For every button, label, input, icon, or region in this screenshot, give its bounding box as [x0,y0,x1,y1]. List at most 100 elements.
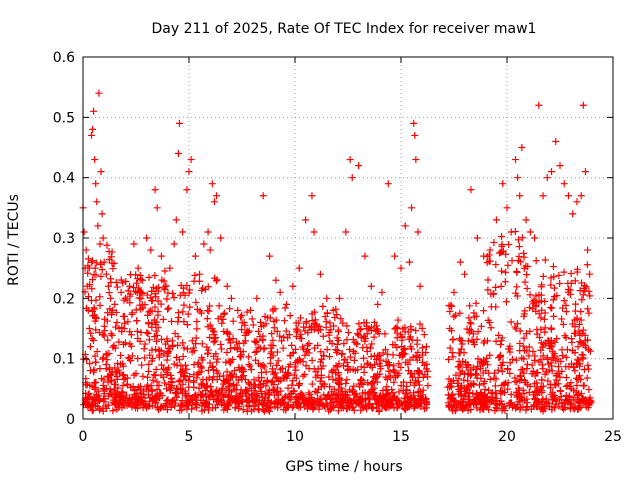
data-point [317,348,325,356]
data-point [180,301,188,309]
data-point [148,346,156,354]
data-point [296,355,304,363]
data-point [192,334,200,342]
data-point [270,324,278,332]
data-point [296,334,304,342]
data-point [164,396,172,404]
data-point [452,371,460,379]
data-point [404,401,412,409]
data-point [246,306,254,314]
data-point [275,377,283,385]
data-point [145,308,153,316]
data-point [299,391,307,399]
data-point [384,180,392,188]
data-point [284,401,292,409]
data-point [203,383,211,391]
data-point [134,384,142,392]
data-point [87,329,95,337]
data-point [183,321,191,329]
data-point [117,351,125,359]
data-point [541,297,549,305]
data-point [508,355,516,363]
data-point [284,334,292,342]
data-point [461,392,469,400]
data-point [87,131,95,139]
data-point [199,376,207,384]
data-point [361,252,369,260]
data-point [550,354,558,362]
data-point [99,355,107,363]
data-point [539,395,547,403]
data-points [79,89,595,416]
data-point [99,330,107,338]
data-point [351,349,359,357]
data-point [220,376,228,384]
data-point [133,289,141,297]
data-point [583,374,591,382]
data-point [573,381,581,389]
data-point [453,404,461,412]
data-point [231,367,239,375]
data-point [262,394,270,402]
data-point [539,272,547,280]
data-point [550,350,558,358]
data-point [473,335,481,343]
data-point [525,352,533,360]
data-point [122,278,130,286]
data-point [301,327,309,335]
data-point [269,365,277,373]
data-point [186,373,194,381]
data-point [301,351,309,359]
data-point [539,352,547,360]
data-point [326,383,334,391]
data-point [149,376,157,384]
x-tick-label: 5 [185,429,194,445]
data-point [572,388,580,396]
data-point [139,372,147,380]
data-point [91,311,99,319]
x-tick-label: 20 [498,429,516,445]
data-point [538,376,546,384]
data-point [213,276,221,284]
data-point [402,406,410,414]
data-point [259,361,267,369]
data-point [273,348,281,356]
data-point [340,356,348,364]
data-point [533,369,541,377]
data-point [112,401,120,409]
data-point [120,375,128,383]
data-point [316,377,324,385]
data-point [419,358,427,366]
data-point [356,396,364,404]
data-point [355,320,363,328]
data-point [523,360,531,368]
data-point [497,341,505,349]
data-point [511,374,519,382]
data-point [583,261,591,269]
data-point [99,234,107,242]
data-point [281,304,289,312]
data-point [349,386,357,394]
data-point [92,378,100,386]
data-point [96,365,104,373]
data-point [163,356,171,364]
data-point [85,325,93,332]
data-point [512,289,520,297]
data-point [144,381,152,389]
data-point [564,192,572,200]
data-point [446,307,454,315]
data-point [310,320,318,328]
data-point [523,271,531,279]
data-point [269,336,277,344]
data-point [242,392,250,400]
data-point [544,377,552,385]
data-point [86,394,94,402]
data-point [482,401,490,409]
data-point [389,389,397,397]
data-point [412,379,420,387]
data-point [373,325,381,333]
data-point [579,291,587,299]
data-point [413,336,421,344]
data-point [514,236,522,244]
data-point [363,359,371,367]
